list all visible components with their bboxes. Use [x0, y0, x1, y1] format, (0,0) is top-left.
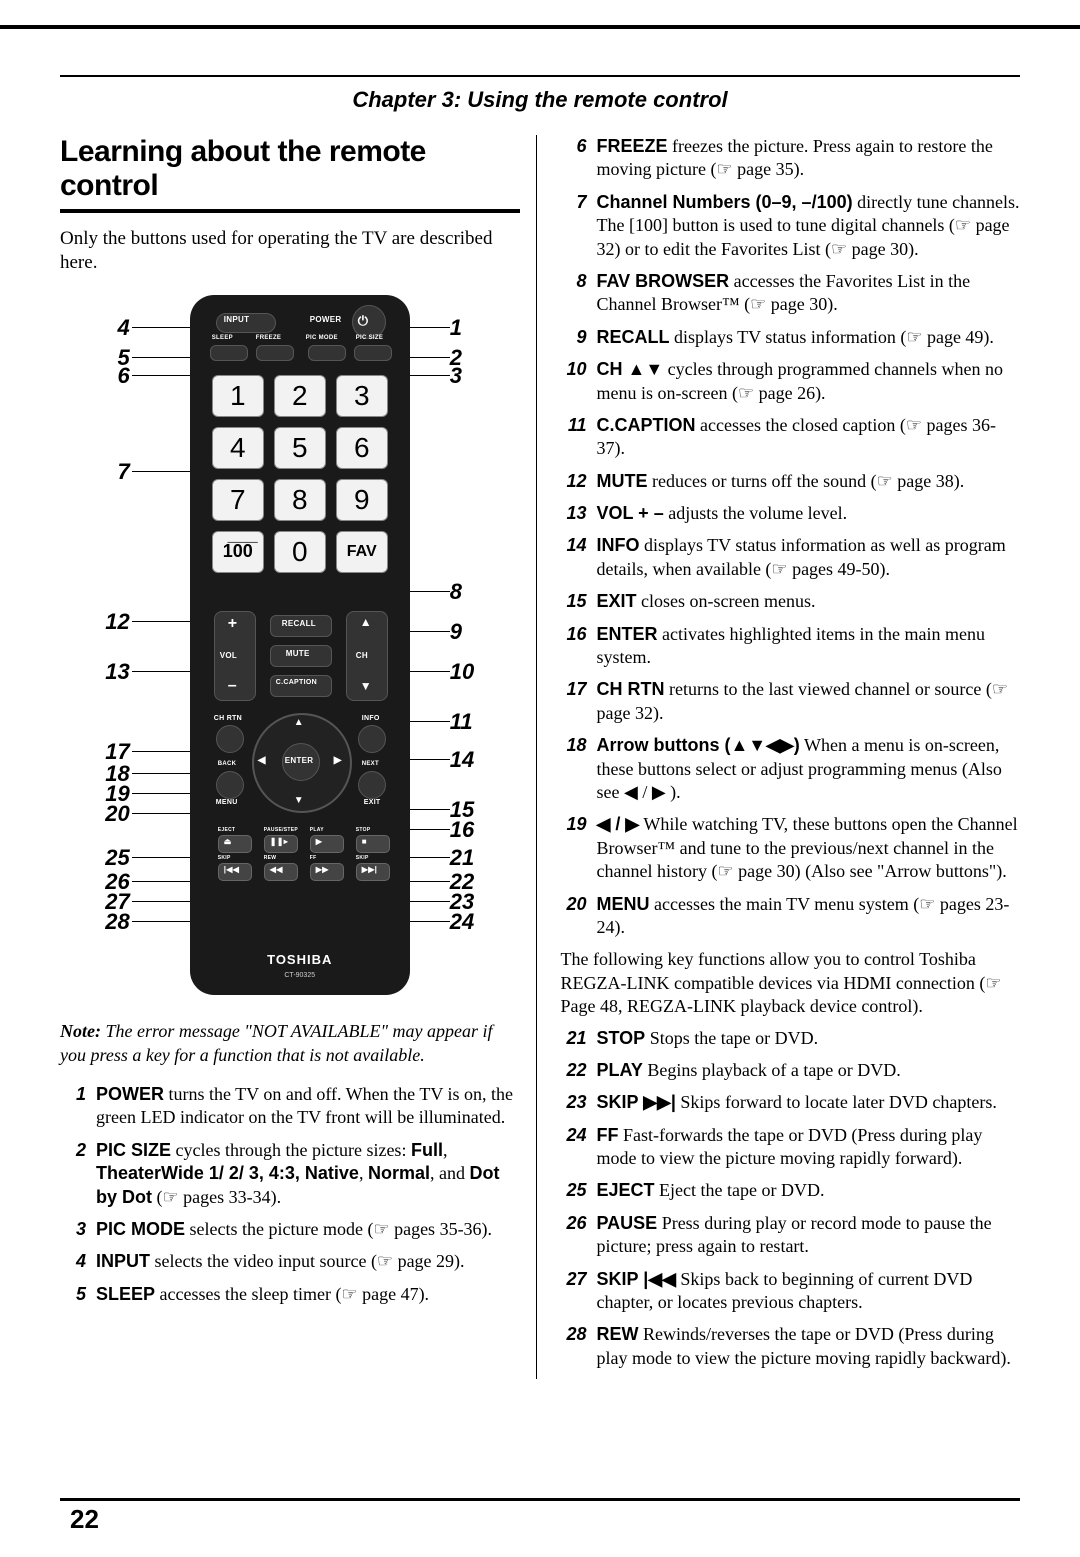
intro-text: Only the buttons used for operating the …	[60, 227, 520, 275]
callout-number: 7	[80, 459, 130, 485]
function-item: 15EXIT closes on-screen menus.	[561, 590, 1021, 613]
remote-label-power: POWER	[310, 315, 342, 324]
function-item: 9RECALL displays TV status information (…	[561, 326, 1021, 349]
callout-number: 6	[80, 363, 130, 389]
function-list-left: 1POWER turns the TV on and off. When the…	[60, 1083, 520, 1306]
function-item: 12MUTE reduces or turns off the sound (☞…	[561, 470, 1021, 493]
callout-number: 10	[450, 659, 500, 685]
numpad-key: 1̅0̅0̅	[212, 531, 264, 573]
numpad-key: 1	[212, 375, 264, 417]
function-item: 8FAV BROWSER accesses the Favorites List…	[561, 270, 1021, 317]
function-item: 26PAUSE Press during play or record mode…	[561, 1212, 1021, 1259]
function-item: 11C.CAPTION accesses the closed caption …	[561, 414, 1021, 461]
numpad-key: 6	[336, 427, 388, 469]
function-list-right: 6FREEZE freezes the picture. Press again…	[561, 135, 1021, 939]
remote-brand: TOSHIBA	[190, 952, 410, 967]
numpad-key: FAV	[336, 531, 388, 573]
function-item: 13VOL + – adjusts the volume level.	[561, 502, 1021, 525]
remote-model: CT-90325	[190, 972, 410, 979]
remote-label-input: INPUT	[224, 315, 250, 324]
callout-number: 8	[450, 579, 500, 605]
function-item: 1POWER turns the TV on and off. When the…	[60, 1083, 520, 1130]
regza-paragraph: The following key functions allow you to…	[561, 948, 1021, 1018]
function-item: 19◀ / ▶ While watching TV, these buttons…	[561, 813, 1021, 883]
function-item: 27SKIP |◀◀ Skips back to beginning of cu…	[561, 1268, 1021, 1315]
numpad-key: 2	[274, 375, 326, 417]
function-item: 17CH RTN returns to the last viewed chan…	[561, 678, 1021, 725]
function-item: 7Channel Numbers (0–9, –/100) directly t…	[561, 191, 1021, 261]
callout-number: 28	[80, 909, 130, 935]
callout-number: 4	[80, 315, 130, 341]
function-item: 25EJECT Eject the tape or DVD.	[561, 1179, 1021, 1202]
function-item: 14INFO displays TV status information as…	[561, 534, 1021, 581]
callout-number: 3	[450, 363, 500, 389]
function-item: 5SLEEP accesses the sleep timer (☞ page …	[60, 1283, 520, 1306]
numpad-key: 8	[274, 479, 326, 521]
function-item: 10CH ▲▼ cycles through programmed channe…	[561, 358, 1021, 405]
numpad-key: 4	[212, 427, 264, 469]
callout-number: 12	[80, 609, 130, 635]
page-number: 22	[70, 1504, 99, 1535]
function-item: 2PIC SIZE cycles through the picture siz…	[60, 1139, 520, 1209]
callout-number: 24	[450, 909, 500, 935]
function-list-right-2: 21STOP Stops the tape or DVD. 22PLAY Begi…	[561, 1027, 1021, 1371]
function-item: 21STOP Stops the tape or DVD.	[561, 1027, 1021, 1050]
function-item: 28REW Rewinds/reverses the tape or DVD (…	[561, 1323, 1021, 1370]
numpad-key: 0	[274, 531, 326, 573]
function-item: 16ENTER activates highlighted items in t…	[561, 623, 1021, 670]
numpad-key: 5	[274, 427, 326, 469]
callout-number: 16	[450, 817, 500, 843]
callout-number: 20	[80, 801, 130, 827]
callout-number: 25	[80, 845, 130, 871]
remote-illustration: 456712131718192025262728 123891011141516…	[70, 289, 510, 1009]
function-item: 22PLAY Begins playback of a tape or DVD.	[561, 1059, 1021, 1082]
function-item: 3PIC MODE selects the picture mode (☞ pa…	[60, 1218, 520, 1241]
function-item: 18Arrow buttons (▲▼◀▶) When a menu is on…	[561, 734, 1021, 804]
callout-number: 1	[450, 315, 500, 341]
callout-number: 9	[450, 619, 500, 645]
numpad-key: 7	[212, 479, 264, 521]
numpad-key: 3	[336, 375, 388, 417]
callout-number: 14	[450, 747, 500, 773]
callout-number: 21	[450, 845, 500, 871]
function-item: 20MENU accesses the main TV menu system …	[561, 893, 1021, 940]
chapter-title: Chapter 3: Using the remote control	[60, 87, 1020, 113]
function-item: 24FF Fast-forwards the tape or DVD (Pres…	[561, 1124, 1021, 1171]
note: Note: The error message "NOT AVAILABLE" …	[60, 1019, 520, 1068]
numpad-key: 9	[336, 479, 388, 521]
section-heading: Learning about the remote control	[60, 135, 520, 213]
function-item: 6FREEZE freezes the picture. Press again…	[561, 135, 1021, 182]
function-item: 23SKIP ▶▶| Skips forward to locate later…	[561, 1091, 1021, 1114]
function-item: 4INPUT selects the video input source (☞…	[60, 1250, 520, 1273]
callout-number: 13	[80, 659, 130, 685]
callout-number: 11	[450, 709, 500, 735]
